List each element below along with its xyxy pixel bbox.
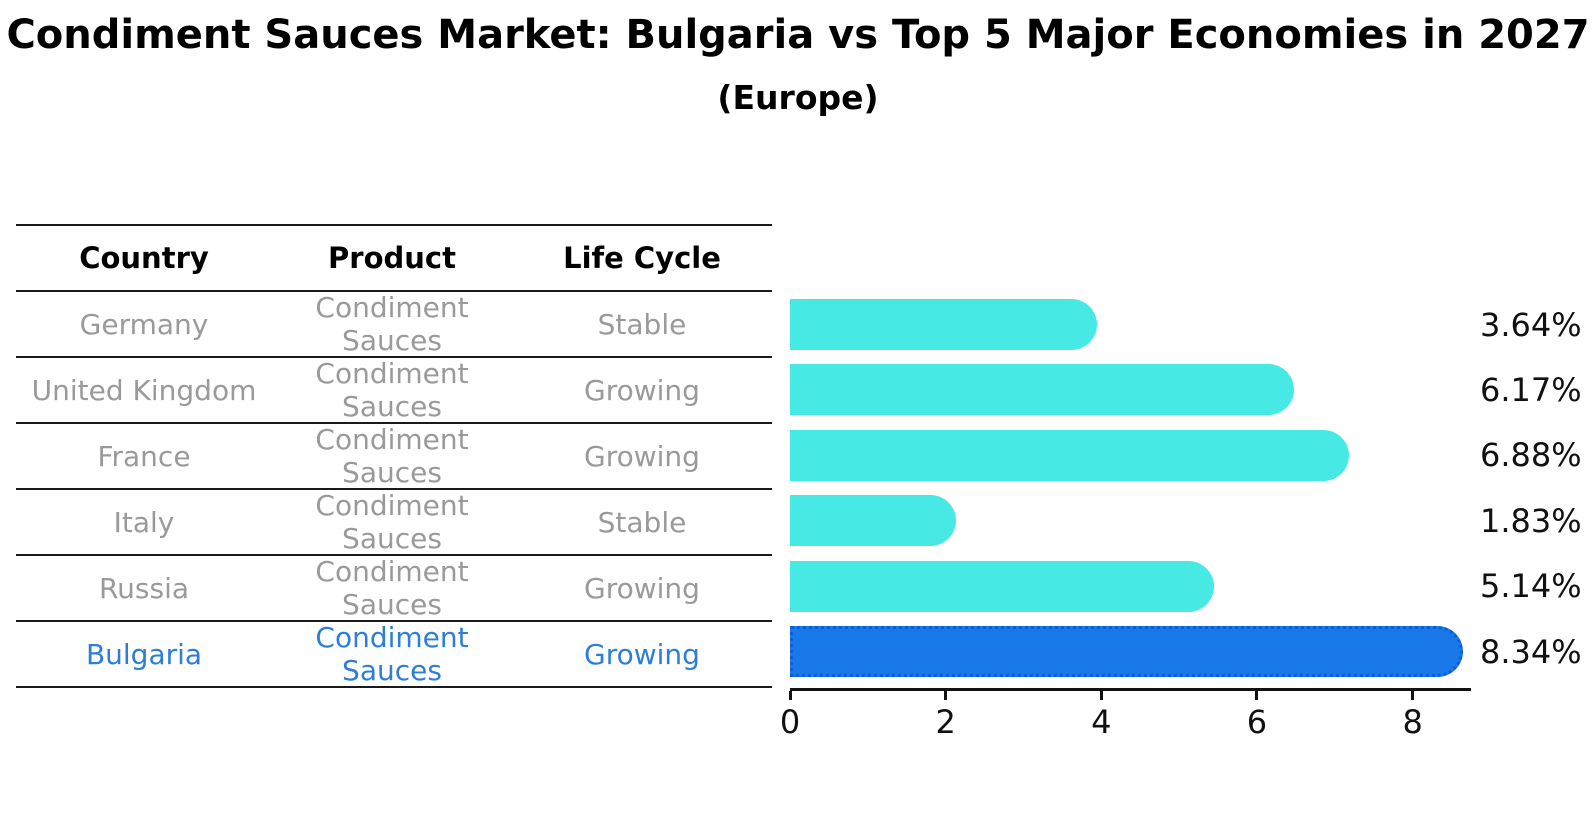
cell-lifecycle: Growing: [584, 637, 700, 671]
x-axis-tick: [1255, 691, 1259, 700]
chart-title: Condiment Sauces Market: Bulgaria vs Top…: [6, 12, 1590, 58]
cell-country: Germany: [79, 307, 209, 341]
cell-lifecycle: Stable: [597, 505, 687, 539]
x-axis-tick-label: 2: [935, 703, 956, 741]
bar-france: [790, 429, 1350, 481]
x-axis-tick-label: 4: [1091, 703, 1112, 741]
table-row: Germany Condiment Sauces Stable: [16, 290, 772, 357]
table-row: Italy Condiment Sauces Stable: [16, 488, 772, 555]
bar-bulgaria-highlighted: [790, 626, 1464, 677]
value-label: 1.83%: [1480, 501, 1582, 540]
cell-product: Condiment Sauces: [315, 555, 469, 621]
cell-country: Italy: [113, 505, 175, 539]
value-label: 6.17%: [1480, 370, 1582, 409]
x-axis-tick: [1411, 691, 1415, 700]
bar-united-kingdom: [790, 364, 1295, 416]
column-header-lifecycle: Life Cycle: [563, 241, 721, 275]
cell-lifecycle: Stable: [597, 307, 687, 341]
value-label-column: 3.64% 6.17% 6.88% 1.83% 5.14% 8.34%: [1480, 299, 1596, 679]
x-axis-tick-label: 8: [1402, 703, 1423, 741]
data-table: Country Product Life Cycle Germany Condi…: [16, 224, 772, 688]
cell-country: United Kingdom: [31, 373, 257, 407]
cell-product: Condiment Sauces: [315, 423, 469, 489]
cell-product: Condiment Sauces: [315, 291, 469, 357]
bar-russia: [790, 560, 1215, 612]
value-label: 3.64%: [1480, 305, 1582, 344]
bar-italy: [790, 495, 957, 547]
chart-subtitle: (Europe): [717, 78, 879, 117]
bar-plot-area: [790, 299, 1490, 679]
value-label: 6.88%: [1480, 436, 1582, 475]
x-axis-line: [790, 688, 1471, 691]
x-axis-tick-label: 0: [779, 703, 801, 741]
x-axis-tick-label: 6: [1246, 703, 1268, 741]
bar-germany: [790, 299, 1098, 350]
value-label: 8.34%: [1480, 632, 1582, 671]
table-row: Russia Condiment Sauces Growing: [16, 554, 772, 621]
table-row: France Condiment Sauces Growing: [16, 422, 772, 489]
cell-country: Russia: [98, 571, 190, 605]
cell-lifecycle: Growing: [584, 373, 700, 407]
table-row: United Kingdom Condiment Sauces Growing: [16, 356, 772, 423]
cell-product: Condiment Sauces: [315, 357, 469, 423]
x-axis-tick: [788, 691, 792, 700]
cell-product: Condiment Sauces: [315, 621, 469, 687]
cell-lifecycle: Growing: [584, 439, 700, 473]
x-axis-tick: [1099, 691, 1103, 700]
x-axis-tick: [944, 691, 948, 700]
cell-lifecycle: Growing: [584, 571, 700, 605]
cell-product: Condiment Sauces: [315, 489, 469, 555]
table-row-highlighted: Bulgaria Condiment Sauces Growing: [16, 620, 772, 687]
column-header-country: Country: [79, 241, 209, 275]
cell-country: France: [97, 439, 191, 473]
value-label: 5.14%: [1480, 567, 1582, 606]
table-header-row: Country Product Life Cycle: [16, 224, 772, 290]
column-header-product: Product: [328, 241, 456, 275]
cell-country: Bulgaria: [85, 637, 203, 671]
